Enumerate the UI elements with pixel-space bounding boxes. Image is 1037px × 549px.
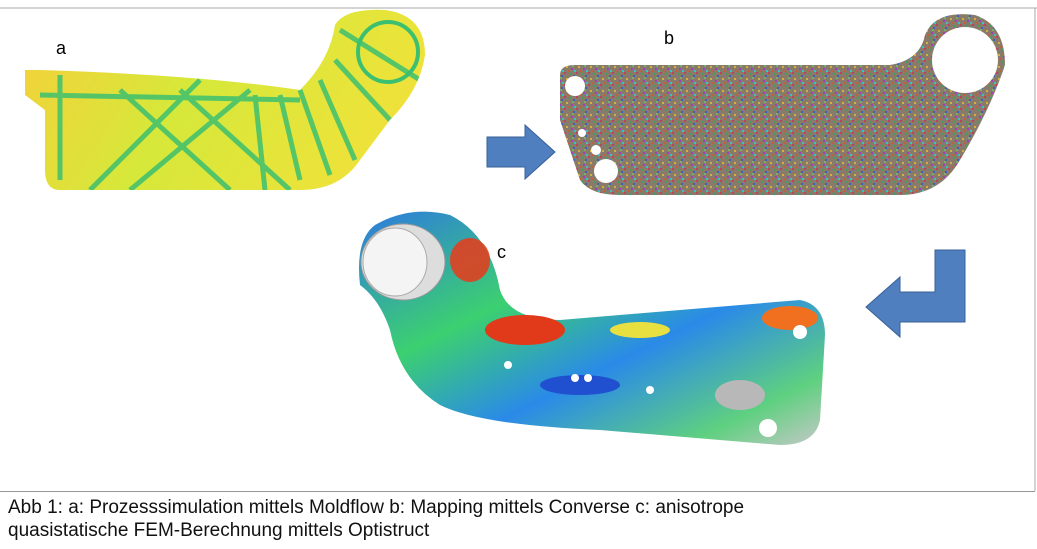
page: a b c Abb 1: a: Prozesssimulation mittel… [0,0,1037,549]
caption: Abb 1: a: Prozesssimulation mittels Mold… [0,491,1035,549]
label-a: a [56,38,67,58]
figure: a b c [0,0,1037,491]
cylinder-top [363,228,427,296]
label-c: c [497,242,506,262]
label-b: b [664,28,674,48]
arrow-corner [866,250,965,337]
arrow-right [487,125,555,179]
moldflow-part [20,5,430,195]
caption-line: Abb 1: a: Prozesssimulation mittels Mold… [8,497,744,519]
caption-line: quasistatische FEM-Berechnung mittels Op… [8,520,429,542]
